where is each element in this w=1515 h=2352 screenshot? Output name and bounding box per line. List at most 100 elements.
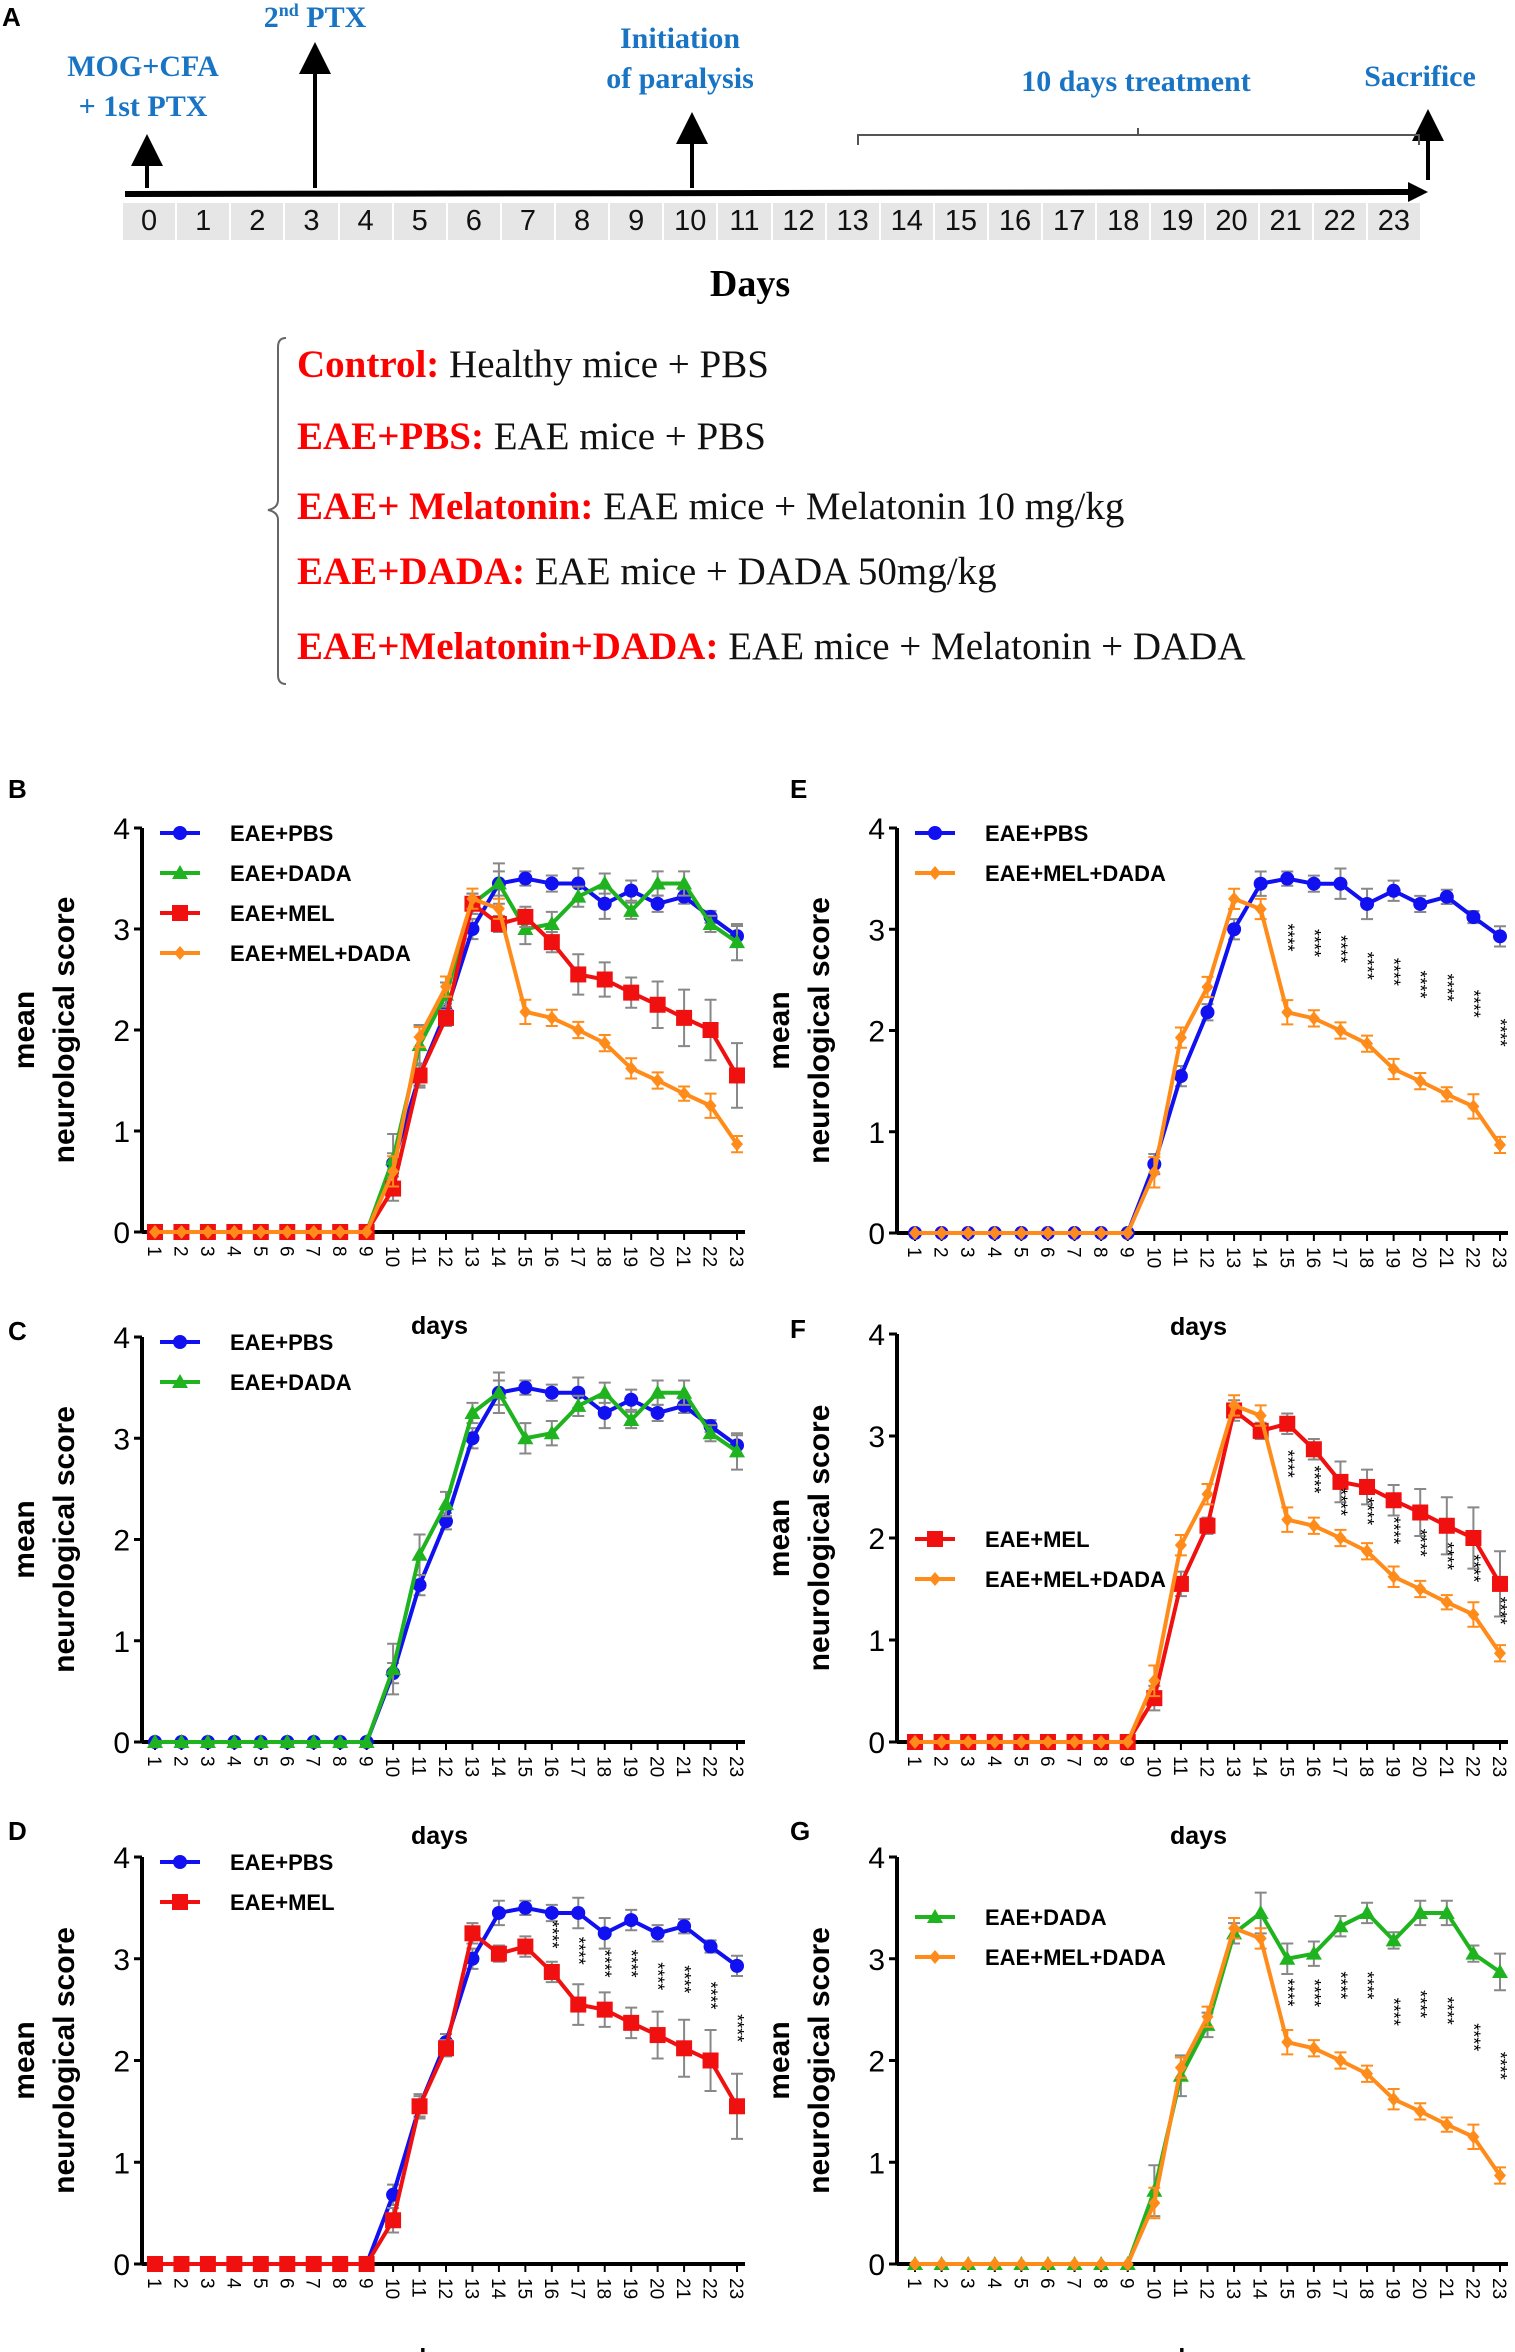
marker-circle: [518, 871, 533, 886]
marker-diamond: [440, 979, 452, 994]
x-tick-label: 16: [1302, 1756, 1323, 1777]
marker-triangle: [385, 1661, 402, 1676]
legend-label: EAE+MEL+DADA: [985, 861, 1166, 886]
x-tick-label: 2: [930, 1247, 951, 1258]
marker-square: [1332, 1473, 1349, 1490]
x-tick-label: 3: [196, 2278, 217, 2289]
marker-square: [226, 2256, 243, 2272]
marker-square: [1438, 1517, 1455, 1534]
x-tick-label: 17: [1328, 1247, 1349, 1268]
y-tick-label: 2: [868, 1016, 885, 1049]
x-tick-label: 16: [540, 1756, 561, 1777]
marker-circle: [465, 1431, 480, 1446]
marker-diamond: [1387, 1061, 1400, 1076]
legend-label: EAE+PBS: [985, 821, 1088, 846]
marker-triangle: [702, 1425, 719, 1440]
marker-diamond: [1121, 1735, 1134, 1749]
group-item: Control: Healthy mice + PBS: [297, 342, 769, 387]
x-tick-label: 15: [513, 1246, 534, 1267]
legend-label: EAE+MEL+DADA: [985, 1945, 1166, 1970]
timeline-arrows: [124, 42, 1444, 202]
x-tick-label: 3: [956, 2278, 977, 2289]
marker-triangle: [332, 1734, 349, 1748]
y-axis-title-line1: mean: [8, 2021, 41, 2099]
series-dada: [147, 1371, 745, 1748]
x-tick-label: 5: [1009, 2278, 1030, 2289]
marker-square: [385, 2212, 402, 2229]
significance-stars: ****: [674, 1965, 694, 1993]
marker-diamond: [988, 1226, 1001, 1240]
marker-square: [596, 2001, 613, 2018]
timeline-day: 9: [610, 203, 665, 240]
legend-label: EAE+MEL+DADA: [985, 1567, 1166, 1592]
marker-triangle: [1492, 1963, 1508, 1978]
marker-triangle: [464, 1404, 481, 1419]
x-tick-label: 11: [408, 1246, 429, 1266]
group-key: EAE+Melatonin+DADA:: [297, 625, 719, 668]
x-tick-label: 12: [1196, 2278, 1217, 2299]
x-tick-label: 17: [1328, 2278, 1349, 2299]
event-mog-label: MOG+CFA: [67, 50, 219, 83]
series-line: [155, 1389, 739, 1744]
x-tick-label: 6: [275, 1246, 296, 1257]
event-ptx1-label: + 1st PTX: [78, 90, 208, 123]
marker-diamond: [988, 2257, 1001, 2271]
marker-diamond: [1068, 2257, 1081, 2271]
panel-label: F: [790, 1314, 806, 1344]
marker-square: [252, 2256, 269, 2272]
x-tick-label: 4: [983, 1756, 1004, 1767]
marker-diamond: [149, 1225, 161, 1239]
marker-diamond: [935, 1226, 948, 1240]
x-tick-label: 17: [566, 2278, 587, 2299]
x-tick-label: 6: [1036, 1756, 1057, 1767]
marker-triangle: [676, 1384, 693, 1399]
x-tick-label: 14: [487, 2278, 508, 2300]
significance-stars: ****: [1463, 2023, 1483, 2051]
marker-triangle: [1332, 1918, 1349, 1933]
x-tick-label: 11: [1169, 1247, 1190, 1267]
marker-circle: [597, 1405, 612, 1420]
x-tick-label: 13: [460, 1756, 481, 1777]
significance-stars: ****: [1384, 1998, 1404, 2026]
series-line: [155, 876, 739, 1234]
significance-stars: ****: [1304, 929, 1324, 957]
marker-triangle: [490, 1384, 507, 1399]
marker-diamond: [1174, 1538, 1187, 1553]
marker-circle: [173, 1335, 187, 1349]
marker-triangle: [1279, 1950, 1296, 1965]
series-pbs: [908, 867, 1507, 1240]
marker-square: [702, 1022, 719, 1038]
marker-diamond: [1068, 1735, 1081, 1749]
x-tick-label: 6: [275, 1756, 296, 1767]
x-tick-label: 9: [1116, 1247, 1137, 1258]
marker-triangle: [490, 875, 507, 890]
marker-diamond: [413, 1030, 426, 1045]
x-tick-label: 3: [956, 1756, 977, 1767]
marker-circle: [544, 1385, 559, 1400]
x-tick-label: 21: [672, 1246, 693, 1267]
x-tick-label: 21: [1435, 1247, 1456, 1268]
timeline-day: 11: [718, 203, 773, 240]
marker-square: [729, 1067, 745, 1084]
y-axis-title-line1: mean: [763, 2021, 796, 2099]
marker-triangle: [173, 1734, 190, 1748]
sacrifice-label: Sacrifice: [1364, 60, 1476, 93]
marker-circle: [1360, 896, 1375, 911]
x-tick-label: 18: [1355, 1247, 1376, 1268]
marker-circle: [571, 1905, 586, 1920]
x-tick-label: 8: [1089, 1247, 1110, 1258]
marker-square: [517, 908, 534, 925]
marker-circle: [1493, 929, 1507, 944]
marker-diamond: [1494, 1137, 1506, 1152]
x-tick-label: 5: [249, 1756, 270, 1767]
x-tick-label: 8: [1089, 2278, 1110, 2289]
x-tick-label: 1: [143, 2278, 164, 2289]
marker-triangle: [305, 1734, 322, 1748]
marker-circle: [412, 1578, 427, 1593]
x-tick-label: 5: [1009, 1756, 1030, 1767]
significance-stars: ****: [1330, 935, 1350, 963]
